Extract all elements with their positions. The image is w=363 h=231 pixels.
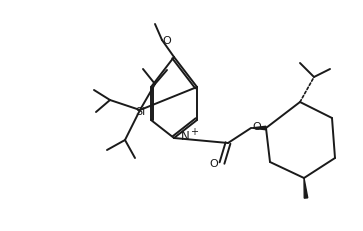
Text: +: + bbox=[190, 127, 198, 137]
Polygon shape bbox=[304, 178, 308, 198]
Text: N: N bbox=[181, 131, 189, 143]
Text: O: O bbox=[253, 122, 261, 132]
Text: Si: Si bbox=[135, 107, 145, 117]
Text: O: O bbox=[163, 36, 171, 46]
Text: O: O bbox=[209, 159, 219, 169]
Polygon shape bbox=[251, 126, 266, 130]
